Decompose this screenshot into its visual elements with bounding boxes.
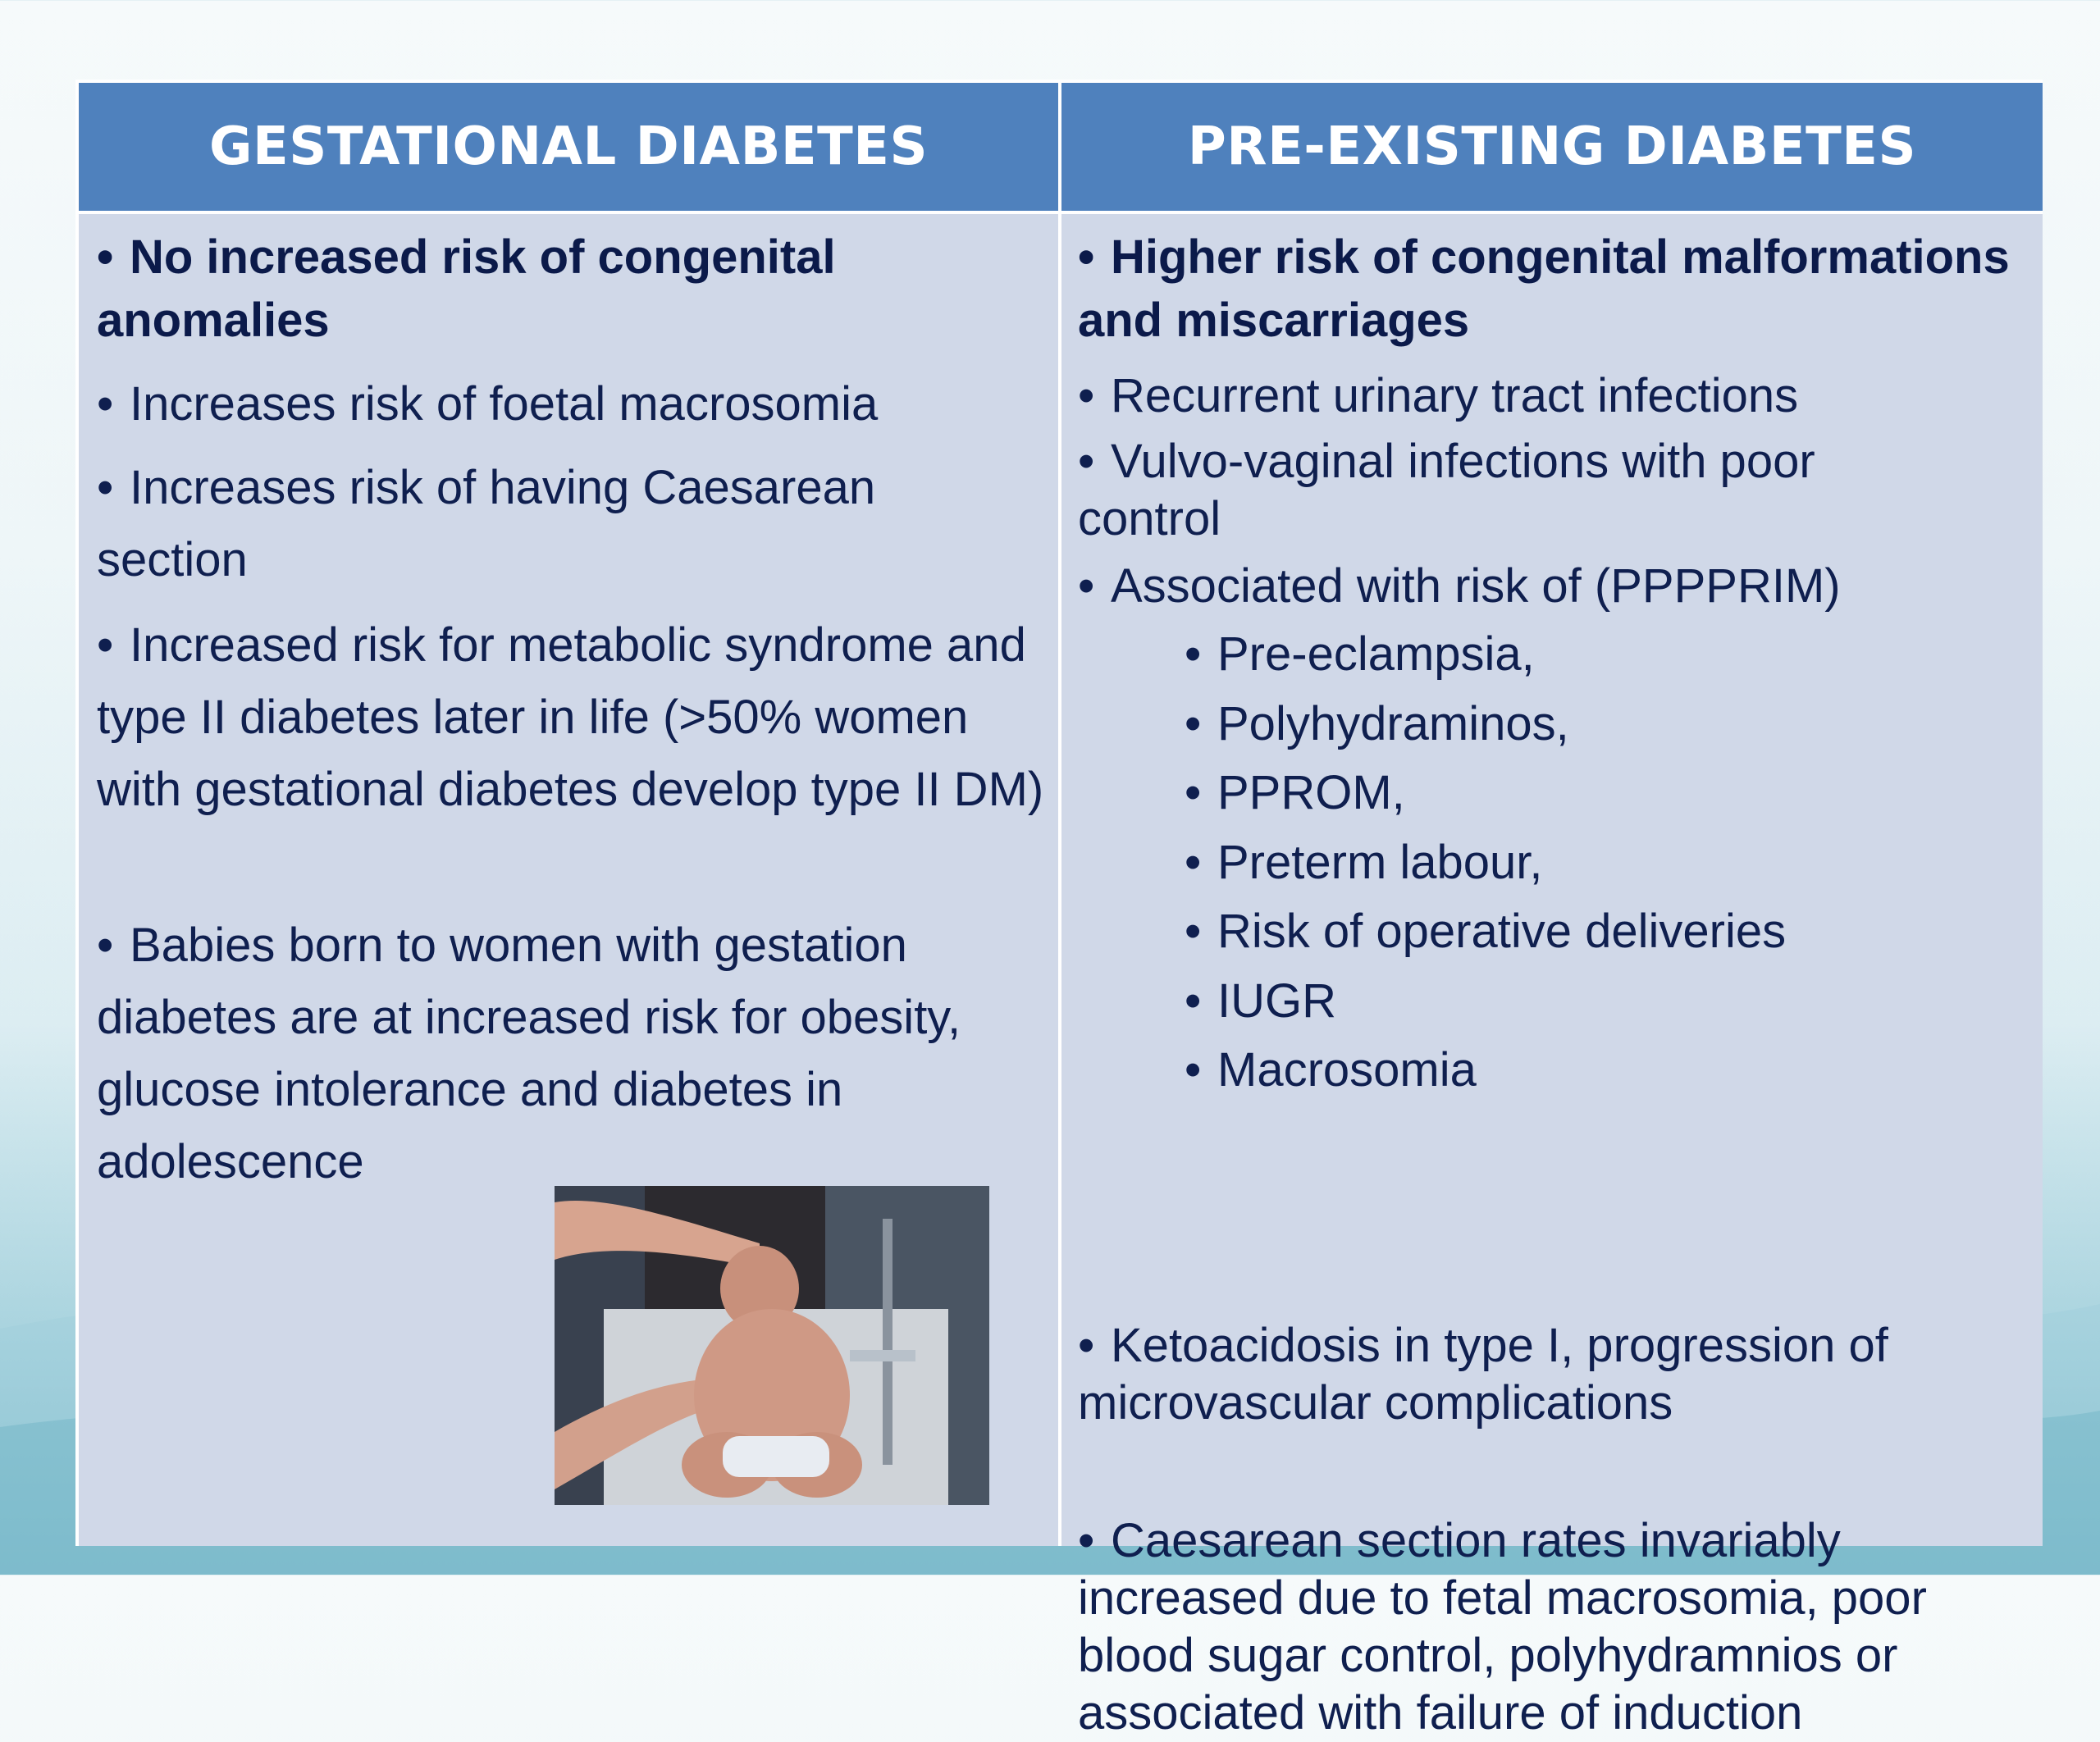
bullet: • [1078,1514,1095,1567]
bullet: • [97,618,114,672]
bullet: • [97,919,114,972]
list-item-text: Ketoacidosis in type I, progression of m… [1078,1319,1888,1430]
list-item: • Associated with risk of (PPPPRIM) [1078,550,2029,622]
sub-list-item: • Preterm labour, [1185,828,2005,898]
pre-existing-diabetes-column: • Higher risk of congenital malformations… [1061,214,2043,1740]
list-item-text: Associated with risk of (PPPPRIM) [1111,559,1841,613]
sub-list-item: • Polyhydraminos, [1185,690,2005,759]
list-item: • Vulvo-vaginal infections with poor cont… [1078,433,1939,548]
list-item: • Increases risk of foetal macrosomia [97,368,1032,440]
list-item: • Recurrent urinary tract infections [1078,360,2029,432]
list-item: • Ketoacidosis in type I, progression of … [1078,1317,2038,1432]
header-pre-existing-diabetes: PRE-EXISTING DIABETES [1061,83,2043,211]
list-item-text: Recurrent urinary tract infections [1111,369,1799,422]
list-item-text: Vulvo-vaginal infections with poor contr… [1078,435,1815,545]
bullet: • [1078,369,1095,422]
newborn-baby-photo [555,1186,989,1505]
bullet: • [97,461,114,514]
list-item-text: No increased risk of congenital anomalie… [97,230,836,347]
sub-list-item: • Pre-eclampsia, [1185,620,2005,690]
bullet: • [97,230,114,284]
bullet: • [1078,559,1095,613]
bullet: • [97,377,114,431]
bullet: • [1078,1319,1095,1372]
sub-list-item: • Risk of operative deliveries [1185,897,2005,967]
sub-list-item-text: Polyhydraminos, [1217,696,1569,750]
header-gestational-diabetes: GESTATIONAL DIABETES [79,83,1058,211]
list-item: • Babies born to women with gestation dia… [97,910,1032,1198]
list-item-text: Babies born to women with gestation diab… [97,919,961,1188]
bullet: • [1185,696,1202,750]
bullet: • [1185,905,1202,958]
sub-list-item-text: IUGR [1217,974,1336,1028]
gestational-diabetes-column: • No increased risk of congenital anomali… [79,214,1058,1546]
sub-list-item: • Macrosomia [1185,1036,2005,1106]
bullet: • [1078,435,1095,488]
list-item-text: Higher risk of congenital malformations … [1078,230,2010,347]
sub-list-item-text: Risk of operative deliveries [1217,905,1787,958]
comparison-table: GESTATIONAL DIABETES PRE-EXISTING DIABET… [75,80,2043,1740]
list-item-text: Increased risk for metabolic syndrome an… [97,618,1044,816]
list-item: • Higher risk of congenital malformations… [1078,226,2013,352]
sub-list-item-text: PPROM, [1217,766,1405,819]
list-item-text: Increases risk of having Caesarean secti… [97,461,876,586]
bullet: • [1185,1043,1202,1097]
bullet: • [1185,835,1202,889]
list-item: • No increased risk of congenital anomali… [97,226,1032,352]
list-item: • Increases risk of having Caesarean sect… [97,452,1032,596]
sub-list-item: • IUGR [1185,967,2005,1037]
sub-list-item-text: Macrosomia [1217,1043,1477,1097]
bullet: • [1185,627,1202,681]
list-item-text: Caesarean section rates invariably incre… [1078,1514,1927,1740]
bullet: • [1185,766,1202,819]
list-item: • Increased risk for metabolic syndrome a… [97,609,1048,826]
sub-list-item-text: Preterm labour, [1217,835,1543,889]
sub-list: • Pre-eclampsia, • Polyhydraminos, • PPROM,… [1185,620,2005,1106]
sub-list-item-text: Pre-eclampsia, [1217,627,1535,681]
sub-list-item: • PPROM, [1185,759,2005,828]
bullet: • [1078,230,1095,284]
list-item: • Caesarean section rates invariably incr… [1078,1512,2042,1742]
list-item-text: Increases risk of foetal macrosomia [130,377,879,431]
bullet: • [1185,974,1202,1028]
